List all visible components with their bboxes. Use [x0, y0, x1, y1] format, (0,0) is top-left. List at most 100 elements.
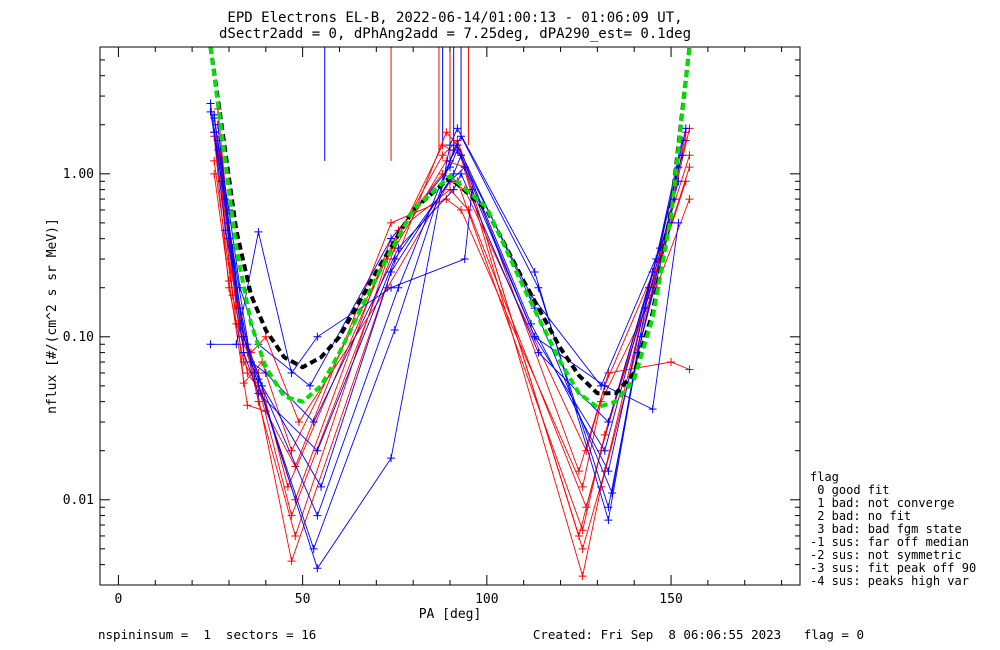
data-point-marker	[530, 267, 539, 276]
series-line-blue	[213, 132, 679, 488]
x-tick-label: 150	[659, 592, 682, 607]
data-point-marker	[648, 405, 657, 414]
data-point-marker	[449, 185, 458, 194]
data-point-marker	[239, 348, 248, 357]
legend-item-6: -3 sus: fit peak off 90	[810, 561, 976, 575]
chart-title-line1: EPD Electrons EL-B, 2022-06-14/01:00:13 …	[227, 10, 682, 26]
data-point-marker	[294, 418, 303, 427]
data-point-marker	[600, 446, 609, 455]
data-point-marker	[287, 368, 296, 377]
data-point-marker	[527, 319, 536, 328]
data-point-marker	[224, 234, 233, 243]
data-point-marker	[291, 531, 300, 540]
legend-item-3: 3 bad: bad fgm state	[810, 522, 962, 536]
data-point-marker	[313, 332, 322, 341]
data-point-marker	[685, 151, 694, 160]
data-point-marker	[387, 218, 396, 227]
y-axis-label: nflux [#/(cm^2 s sr MeV)]	[45, 218, 60, 414]
data-point-marker	[287, 557, 296, 566]
data-point-marker	[232, 340, 241, 349]
y-tick-label: 0.10	[63, 330, 94, 345]
data-point-marker	[206, 340, 215, 349]
data-point-marker	[206, 99, 215, 108]
x-tick-label: 100	[475, 592, 498, 607]
data-point-marker	[685, 195, 694, 204]
data-point-marker	[578, 482, 587, 491]
legend-item-2: 2 bad: no fit	[810, 509, 911, 523]
flag-legend: flag 0 good fit 1 bad: not converge 2 ba…	[810, 470, 976, 588]
data-point-marker	[210, 156, 219, 165]
data-point-marker	[604, 467, 613, 476]
data-point-marker	[604, 368, 613, 377]
data-point-marker	[243, 368, 252, 377]
data-point-marker	[534, 283, 543, 292]
fit-curves	[208, 46, 692, 410]
data-point-marker	[394, 244, 403, 253]
data-point-marker	[678, 151, 687, 160]
series-line-blue	[210, 187, 679, 410]
data-point-marker	[261, 332, 270, 341]
data-point-marker	[604, 516, 613, 525]
series-line-blue	[213, 117, 687, 387]
data-point-marker	[604, 418, 613, 427]
data-point-marker	[453, 146, 462, 155]
data-point-marker	[667, 358, 676, 367]
data-point-marker	[390, 326, 399, 335]
x-tick-label: 0	[115, 592, 123, 607]
data-point-marker	[442, 128, 451, 137]
data-point-marker	[578, 526, 587, 535]
fit-curve-black	[208, 46, 692, 396]
x-tick-label: 50	[295, 592, 311, 607]
data-point-marker	[254, 397, 263, 406]
data-point-marker	[283, 482, 292, 491]
data-point-marker	[449, 169, 458, 178]
y-tick-label: 1.00	[63, 167, 94, 182]
data-point-marker	[446, 141, 454, 150]
data-point-marker	[309, 544, 318, 553]
data-point-marker	[457, 169, 466, 178]
legend-item-4: -1 sus: far off median	[810, 535, 969, 549]
data-point-marker	[534, 348, 543, 357]
chart-title-line2: dSectr2add = 0, dPhAng2add = 7.25deg, dP…	[219, 26, 691, 42]
footer-right: Created: Fri Sep 8 06:06:55 2023 flag = …	[533, 627, 864, 642]
series-line-blue	[210, 103, 672, 570]
data-point-marker	[681, 177, 690, 186]
legend-item-7: -4 sus: peaks high var	[810, 574, 969, 588]
data-point-marker	[287, 511, 296, 520]
footer-left: nspininsum = 1 sectors = 16	[98, 627, 316, 642]
legend-item-0: 0 good fit	[810, 483, 889, 497]
data-point-marker	[582, 503, 591, 512]
data-point-marker	[530, 332, 539, 341]
data-point-marker	[453, 124, 462, 133]
data-point-marker	[210, 169, 219, 178]
data-point-marker	[243, 401, 252, 410]
data-point-marker	[600, 381, 609, 390]
legend-item-1: 1 bad: not converge	[810, 496, 955, 510]
data-point-marker	[438, 141, 447, 150]
data-point-marker	[387, 454, 396, 463]
series-line-red	[213, 160, 687, 509]
data-point-marker	[239, 379, 248, 388]
data-point-marker	[578, 572, 587, 581]
data-point-marker	[685, 365, 694, 374]
data-point-marker	[468, 185, 477, 194]
data-point-marker	[206, 107, 215, 116]
data-point-marker	[224, 205, 233, 214]
data-point-marker	[309, 418, 318, 427]
data-point-marker	[313, 564, 322, 573]
data-point-marker	[460, 255, 469, 264]
data-point-marker	[685, 163, 694, 172]
data-point-marker	[681, 124, 690, 133]
data-point-marker	[438, 151, 447, 160]
series-line-red	[217, 108, 687, 473]
data-point-marker	[464, 205, 473, 214]
data-point-marker	[254, 389, 263, 398]
fit-curve-green	[208, 46, 692, 410]
data-point-marker	[457, 205, 466, 214]
data-point-marker	[254, 227, 263, 236]
series-line-blue	[217, 140, 683, 452]
data-point-marker	[604, 503, 613, 512]
data-point-marker	[446, 163, 454, 172]
data-point-marker	[582, 446, 591, 455]
